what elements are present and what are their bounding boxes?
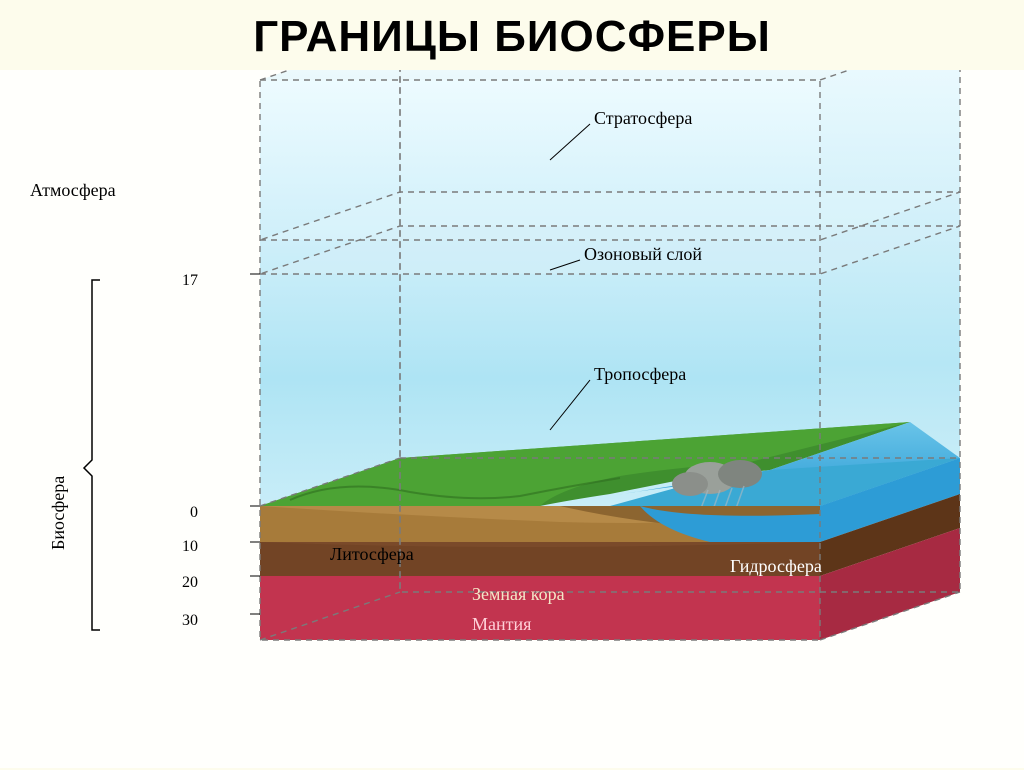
diagram-stage: Атмосфера Биосфера 17 0 10 20 30 xyxy=(0,70,1024,768)
scale-10: 10 xyxy=(158,538,198,556)
label-crust: Земная кора xyxy=(472,584,565,604)
label-mantle: Мантия xyxy=(472,614,531,634)
label-ozone: Озоновый слой xyxy=(584,244,702,264)
scale-17: 17 xyxy=(158,272,198,290)
label-lithosphere: Литосфера xyxy=(330,544,414,564)
label-hydrosphere: Гидросфера xyxy=(730,556,822,576)
biosphere-cube: Стратосфера Озоновый слой Тропосфера Лит… xyxy=(210,70,970,730)
scale-0: 0 xyxy=(158,504,198,522)
scale-20: 20 xyxy=(158,574,198,592)
page-title: ГРАНИЦЫ БИОСФЕРЫ xyxy=(0,0,1024,62)
label-stratosphere: Стратосфера xyxy=(594,108,692,128)
label-troposphere: Тропосфера xyxy=(594,364,686,384)
biosphere-brace xyxy=(0,70,210,768)
scale-30: 30 xyxy=(158,612,198,630)
